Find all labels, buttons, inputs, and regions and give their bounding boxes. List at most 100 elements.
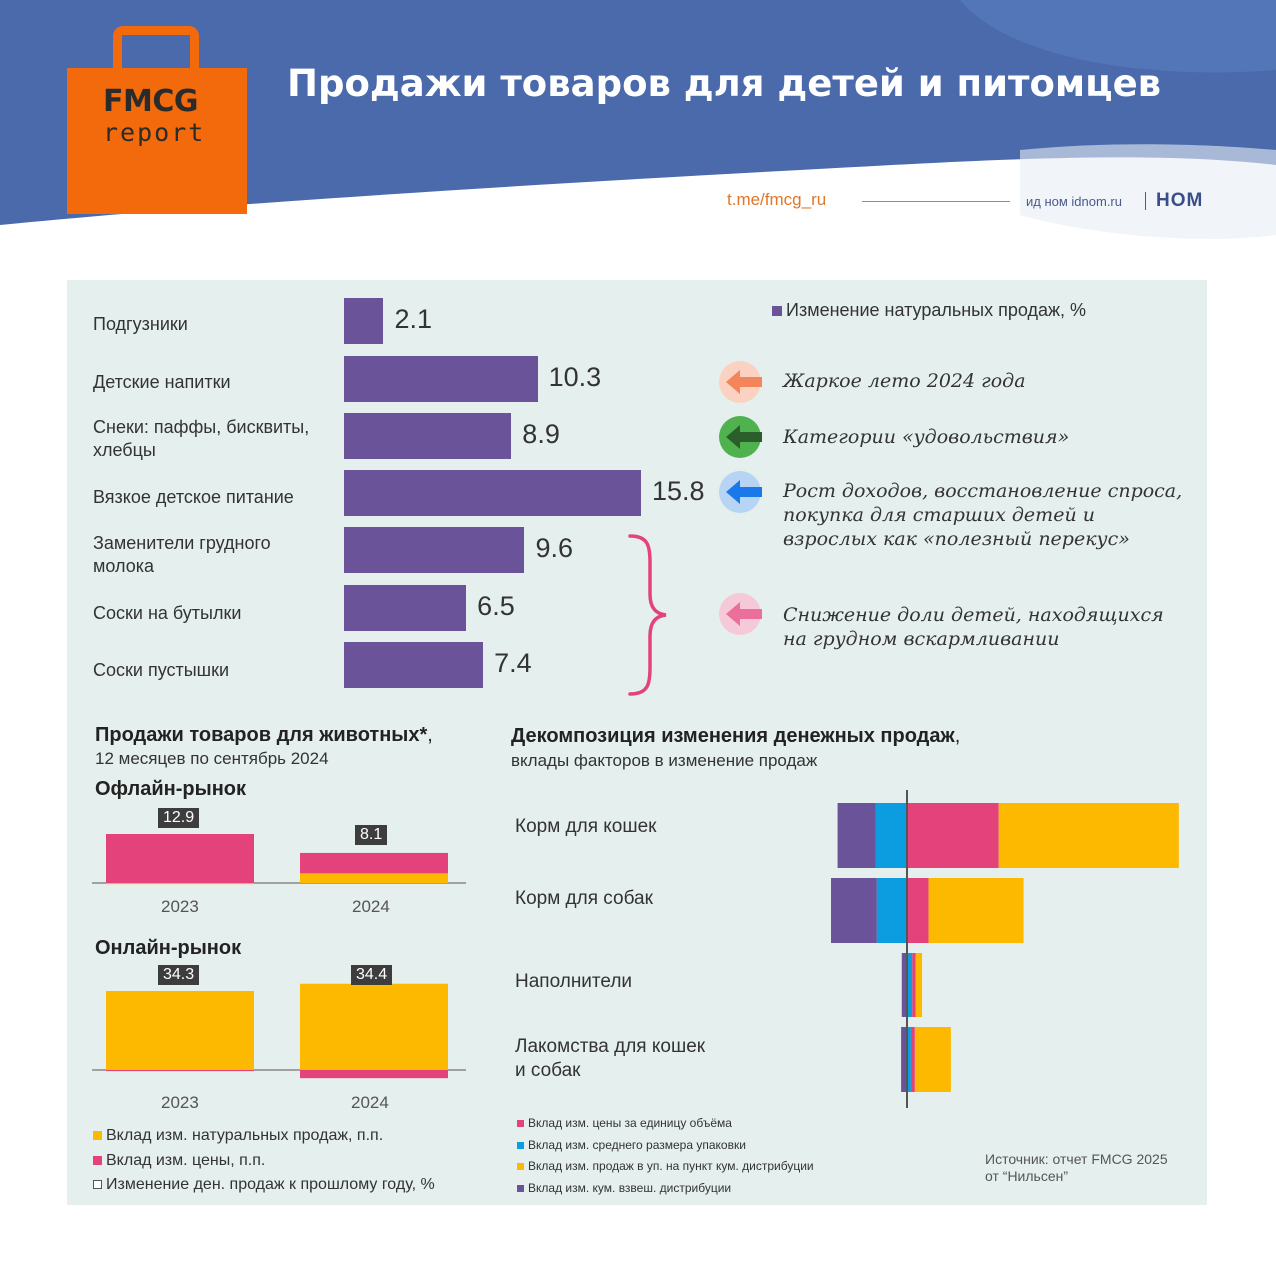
chart-legend: Изменение натуральных продаж, % [772, 300, 1086, 321]
year-label: 2023 [161, 1093, 199, 1112]
legend-item: Вклад изм. цены за единицу объёма [517, 1116, 732, 1130]
stacked-segment [300, 1070, 448, 1079]
category-label: Соски на бутылки [93, 603, 242, 623]
legend-item: Вклад изм. кум. взвеш. дистрибуции [517, 1181, 731, 1195]
bar-value-label: 8.9 [522, 419, 560, 449]
decomp-category-label: Наполнители [515, 971, 633, 992]
telegram-link[interactable]: t.me/fmcg_ru [727, 190, 827, 209]
bar-value-label: 9.6 [535, 533, 573, 563]
stacked-segment [901, 1027, 907, 1092]
stacked-segment [907, 1027, 911, 1092]
header-background [0, 0, 1276, 239]
bar [344, 413, 512, 459]
value-label: 34.4 [351, 965, 393, 985]
year-label: 2024 [351, 1093, 389, 1112]
arrow-icon [726, 602, 762, 626]
stacked-segment [928, 878, 1024, 943]
category-label: Вязкое детское питание [93, 487, 294, 507]
annotation-arrows [719, 361, 762, 635]
bar [344, 356, 538, 402]
decomp-category-label: Корм для собак [515, 888, 653, 909]
year-label: 2024 [352, 897, 390, 916]
legend-item: Вклад изм. натуральных продаж, п.п. [93, 1127, 383, 1145]
decomp-category-label: Корм для кошек [515, 816, 657, 837]
category-label: Соски пустышки [93, 660, 230, 680]
stacked-segment [998, 803, 1179, 868]
stacked-segment [300, 983, 448, 1070]
arrow-icon [726, 425, 762, 449]
stacked-segment [915, 953, 923, 1017]
stacked-segment [875, 803, 907, 868]
bar [344, 470, 641, 516]
legend-swatch [517, 1185, 524, 1193]
legend-label: Изменение натуральных продаж, % [786, 300, 1087, 320]
bar-value-label: 6.5 [477, 591, 515, 621]
brand-logo: НОМ [1156, 190, 1204, 211]
pets-title: Продажи товаров для животных*, [95, 724, 433, 746]
arrow-icon [726, 370, 762, 394]
stacked-segment [907, 803, 999, 868]
category-label: Снеки: паффы, бисквиты, хлебцы [93, 417, 310, 460]
stacked-segment [106, 1070, 254, 1072]
divider [1145, 192, 1146, 210]
bar-value-label: 7.4 [494, 648, 532, 678]
legend-swatch [93, 1156, 102, 1166]
source-note: Источник: отчет FMCG 2025 от “Нильсен” [985, 1151, 1168, 1184]
annotation-text: Категории «удовольствия» [783, 426, 1070, 448]
bar [344, 585, 467, 631]
annotation-text: Жаркое лето 2024 года [783, 370, 1026, 392]
category-label: Детские напитки [93, 372, 231, 392]
online-title: Онлайн-рынок [95, 937, 242, 959]
logo-bag-handle [113, 26, 199, 76]
pets-subtitle: 12 месяцев по сентябрь 2024 [95, 749, 329, 768]
stacked-segment [106, 883, 254, 885]
category-label: Подгузники [93, 314, 188, 334]
stacked-segment [106, 991, 254, 1070]
year-label: 2023 [161, 897, 199, 916]
stacked-segment [300, 873, 448, 883]
arrow-icon [726, 480, 762, 504]
category-label: Заменители грудного молока [93, 533, 271, 576]
page-title: Продажи товаров для детей и питомцев [287, 62, 1162, 105]
logo-text-report: report [103, 118, 206, 147]
bar [344, 527, 525, 573]
publisher-link[interactable]: ид ном idnom.ru [1026, 194, 1122, 209]
legend-item: Вклад изм. цены, п.п. [93, 1152, 265, 1170]
decomp-category-label: Лакомства для кошек и собак [515, 1036, 706, 1081]
stacked-segment [876, 878, 907, 943]
curly-brace [628, 534, 667, 696]
legend-swatch [93, 1180, 102, 1190]
stacked-segment [106, 834, 254, 883]
logo-bag [67, 68, 247, 214]
bar-value-label: 10.3 [548, 362, 602, 392]
stacked-segment [837, 803, 876, 868]
stacked-segment [914, 1027, 951, 1092]
bar-value-label: 2.1 [394, 304, 433, 334]
bar [344, 642, 484, 688]
offline-title: Офлайн-рынок [95, 778, 247, 800]
legend-swatch [517, 1120, 524, 1128]
stacked-segment [831, 878, 877, 943]
bar-value-label: 15.8 [652, 476, 705, 506]
stacked-segment [300, 852, 448, 874]
divider-line [862, 201, 1010, 202]
legend-swatch [517, 1163, 524, 1171]
legend-swatch [93, 1131, 102, 1141]
annotation-text: Рост доходов, восстановление спроса, поку… [783, 480, 1183, 550]
legend-item: Вклад изм. среднего размера упаковки [517, 1138, 746, 1152]
legend-swatch [772, 306, 782, 316]
decomp-subtitle: вклады факторов в изменение продаж [511, 751, 818, 770]
bar [344, 298, 384, 344]
logo-text-fmcg: FMCG [103, 84, 199, 119]
value-label: 12.9 [158, 808, 200, 828]
stacked-segment [912, 953, 916, 1017]
annotation-text: Снижение доли детей, находящихся на грудн… [783, 604, 1164, 650]
value-label: 8.1 [355, 825, 388, 845]
infographic-panel [67, 280, 1207, 1205]
legend-item: Изменение ден. продаж к прошлому году, % [93, 1176, 435, 1194]
value-label: 34.3 [158, 965, 200, 985]
decomp-title: Декомпозиция изменения денежных продаж, [511, 725, 961, 747]
legend-swatch [517, 1142, 524, 1150]
